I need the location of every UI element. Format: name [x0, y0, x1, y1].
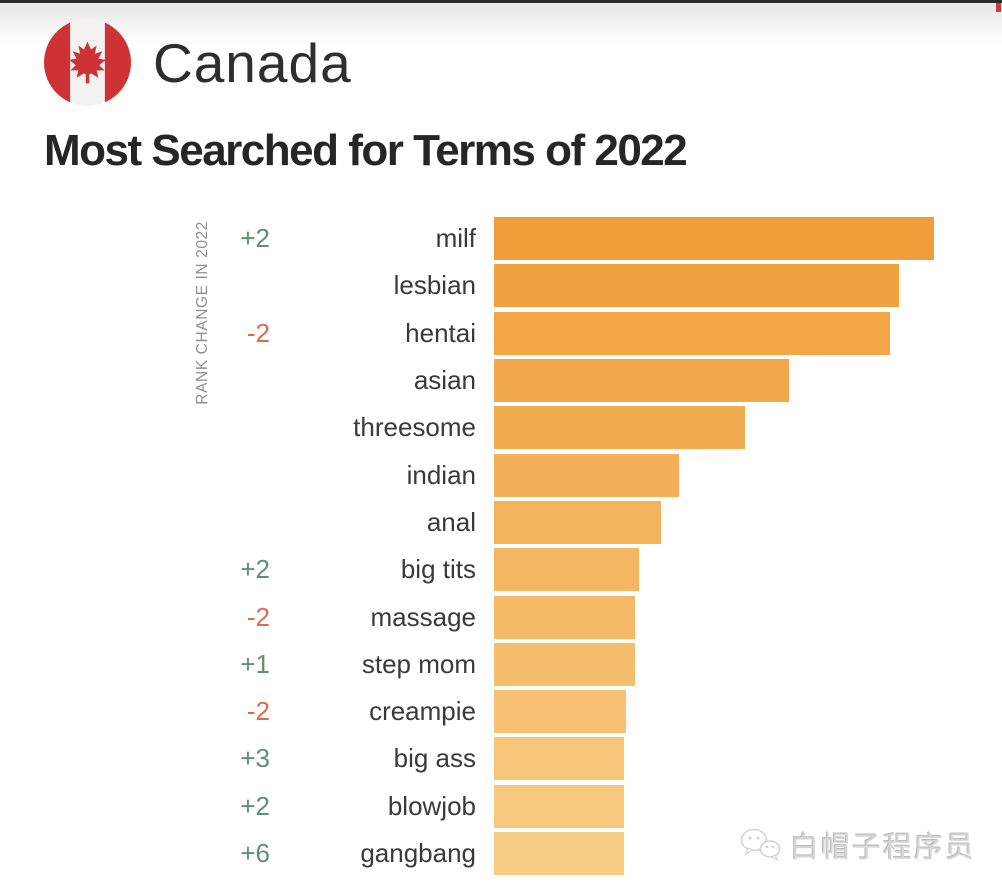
term-bar: [494, 832, 624, 875]
term-label: gangbang: [360, 838, 476, 868]
term-bar: [494, 690, 626, 734]
canada-flag-icon: [44, 19, 131, 106]
chart-row: +1 step mom: [0, 641, 1002, 688]
chart-row: -2 massage: [0, 593, 1002, 640]
rank-change-value: -2: [246, 317, 270, 348]
top-right-red-mark: [996, 3, 1001, 12]
term-bar: [494, 500, 662, 544]
term-bar: [494, 737, 624, 781]
chart-row: threesome: [0, 404, 1002, 451]
chart-row: +2 milf: [0, 215, 1002, 262]
page-title: Most Searched for Terms of 2022: [44, 126, 688, 175]
term-label: big ass: [393, 743, 476, 774]
term-label: hentai: [405, 317, 476, 348]
rank-change-value: +1: [240, 648, 270, 679]
term-bar: [494, 217, 934, 261]
term-bar: [494, 406, 745, 450]
rank-change-value: +2: [240, 790, 270, 821]
rank-change-value: +2: [240, 554, 270, 585]
chart-rows: +2 milf lesbian -2 hentai asian threesom…: [0, 215, 1002, 877]
wechat-icon: [740, 828, 781, 862]
chart-row: +6 gangbang: [0, 830, 1002, 877]
term-bar: [494, 264, 899, 308]
chart-row: +3 big ass: [0, 735, 1002, 782]
rank-change-value: -2: [246, 601, 270, 632]
term-bar: [494, 548, 640, 592]
term-bar: [494, 642, 635, 686]
canada-flag-icon: [44, 19, 131, 106]
term-bar: [494, 453, 679, 497]
rank-change-value: -2: [246, 696, 270, 727]
header: Canada: [44, 19, 352, 106]
chart-row: -2 hentai: [0, 310, 1002, 357]
rank-change-axis-label: RANK CHANGE IN 2022: [194, 221, 211, 405]
term-label: threesome: [353, 412, 476, 443]
rank-change-value: +6: [240, 838, 270, 868]
bar-chart: RANK CHANGE IN 2022 +2 milf lesbian -2 h…: [0, 215, 1002, 877]
rank-change-value: +2: [240, 223, 270, 254]
term-bar: [494, 784, 624, 828]
chart-row: +2 big tits: [0, 546, 1002, 593]
watermark: 白帽子程序员: [740, 824, 976, 866]
term-bar: [494, 359, 789, 403]
term-label: asian: [413, 365, 476, 396]
term-label: big tits: [400, 554, 476, 585]
term-label: milf: [435, 223, 476, 254]
country-name: Canada: [153, 31, 352, 94]
rank-change-value: +3: [240, 743, 270, 774]
term-label: creampie: [369, 696, 476, 727]
term-label: blowjob: [387, 790, 476, 821]
term-label: anal: [426, 506, 476, 537]
term-label: indian: [406, 459, 476, 490]
chart-row: lesbian: [0, 262, 1002, 309]
chart-row: indian: [0, 451, 1002, 498]
term-label: step mom: [361, 648, 476, 679]
chart-row: -2 creampie: [0, 688, 1002, 735]
chart-row: +2 blowjob: [0, 783, 1002, 830]
term-label: lesbian: [393, 270, 476, 301]
watermark-text: 白帽子程序员: [789, 832, 976, 864]
chart-row: asian: [0, 357, 1002, 404]
term-bar: [494, 595, 635, 639]
top-gradient: [0, 3, 1002, 45]
term-bar: [494, 311, 890, 355]
top-border-line: [0, 0, 1002, 3]
term-label: massage: [370, 601, 477, 632]
chart-row: anal: [0, 499, 1002, 546]
